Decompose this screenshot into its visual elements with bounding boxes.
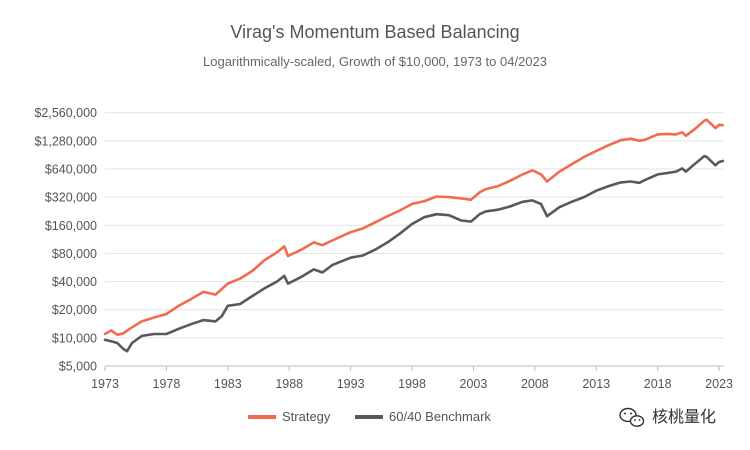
x-tick-label: 2018 xyxy=(644,377,672,391)
x-tick-label: 1978 xyxy=(153,377,181,391)
y-tick-label: $1,280,000 xyxy=(34,134,97,148)
legend: Strategy 60/40 Benchmark xyxy=(248,409,491,424)
legend-label-benchmark: 60/40 Benchmark xyxy=(389,409,491,424)
y-tick-label: $2,560,000 xyxy=(34,106,97,120)
wechat-logo-icon xyxy=(619,407,645,427)
series-line-strategy xyxy=(103,118,725,337)
y-tick-label: $160,000 xyxy=(45,219,97,233)
x-tick-label: 1988 xyxy=(275,377,303,391)
y-tick-label: $10,000 xyxy=(52,331,97,345)
x-tick-label: 1983 xyxy=(214,377,242,391)
grid-lines xyxy=(105,112,724,367)
watermark: 核桃量化 xyxy=(619,407,716,427)
y-tick-label: $640,000 xyxy=(45,162,97,176)
y-tick-label: $80,000 xyxy=(52,247,97,261)
x-tick-label: 2008 xyxy=(521,377,549,391)
y-tick-label: $20,000 xyxy=(52,303,97,317)
y-tick-label: $40,000 xyxy=(52,275,97,289)
x-tick-label: 1973 xyxy=(91,377,119,391)
x-tick-label: 2003 xyxy=(460,377,488,391)
y-axis-tick-labels: $5,000 $10,000 $20,000 $40,000 $80,000 $160,0… xyxy=(34,106,97,373)
series-lines xyxy=(103,118,725,353)
series-line-benchmark xyxy=(103,154,725,353)
x-tick-label: 2023 xyxy=(705,377,733,391)
chart-title: Virag's Momentum Based Balancing xyxy=(230,22,519,42)
legend-label-strategy: Strategy xyxy=(282,409,331,424)
x-tick-label: 2013 xyxy=(582,377,610,391)
x-axis: 1973 1978 1983 1988 1993 1998 2003 2008 2013 2018… xyxy=(91,365,733,391)
watermark-text: 核桃量化 xyxy=(652,407,716,426)
y-tick-label: $320,000 xyxy=(45,191,97,205)
x-tick-label: 1993 xyxy=(337,377,365,391)
chart-subtitle: Logarithmically-scaled, Growth of $10,00… xyxy=(203,54,547,69)
x-tick-label: 1998 xyxy=(398,377,426,391)
y-tick-label: $5,000 xyxy=(59,360,97,374)
